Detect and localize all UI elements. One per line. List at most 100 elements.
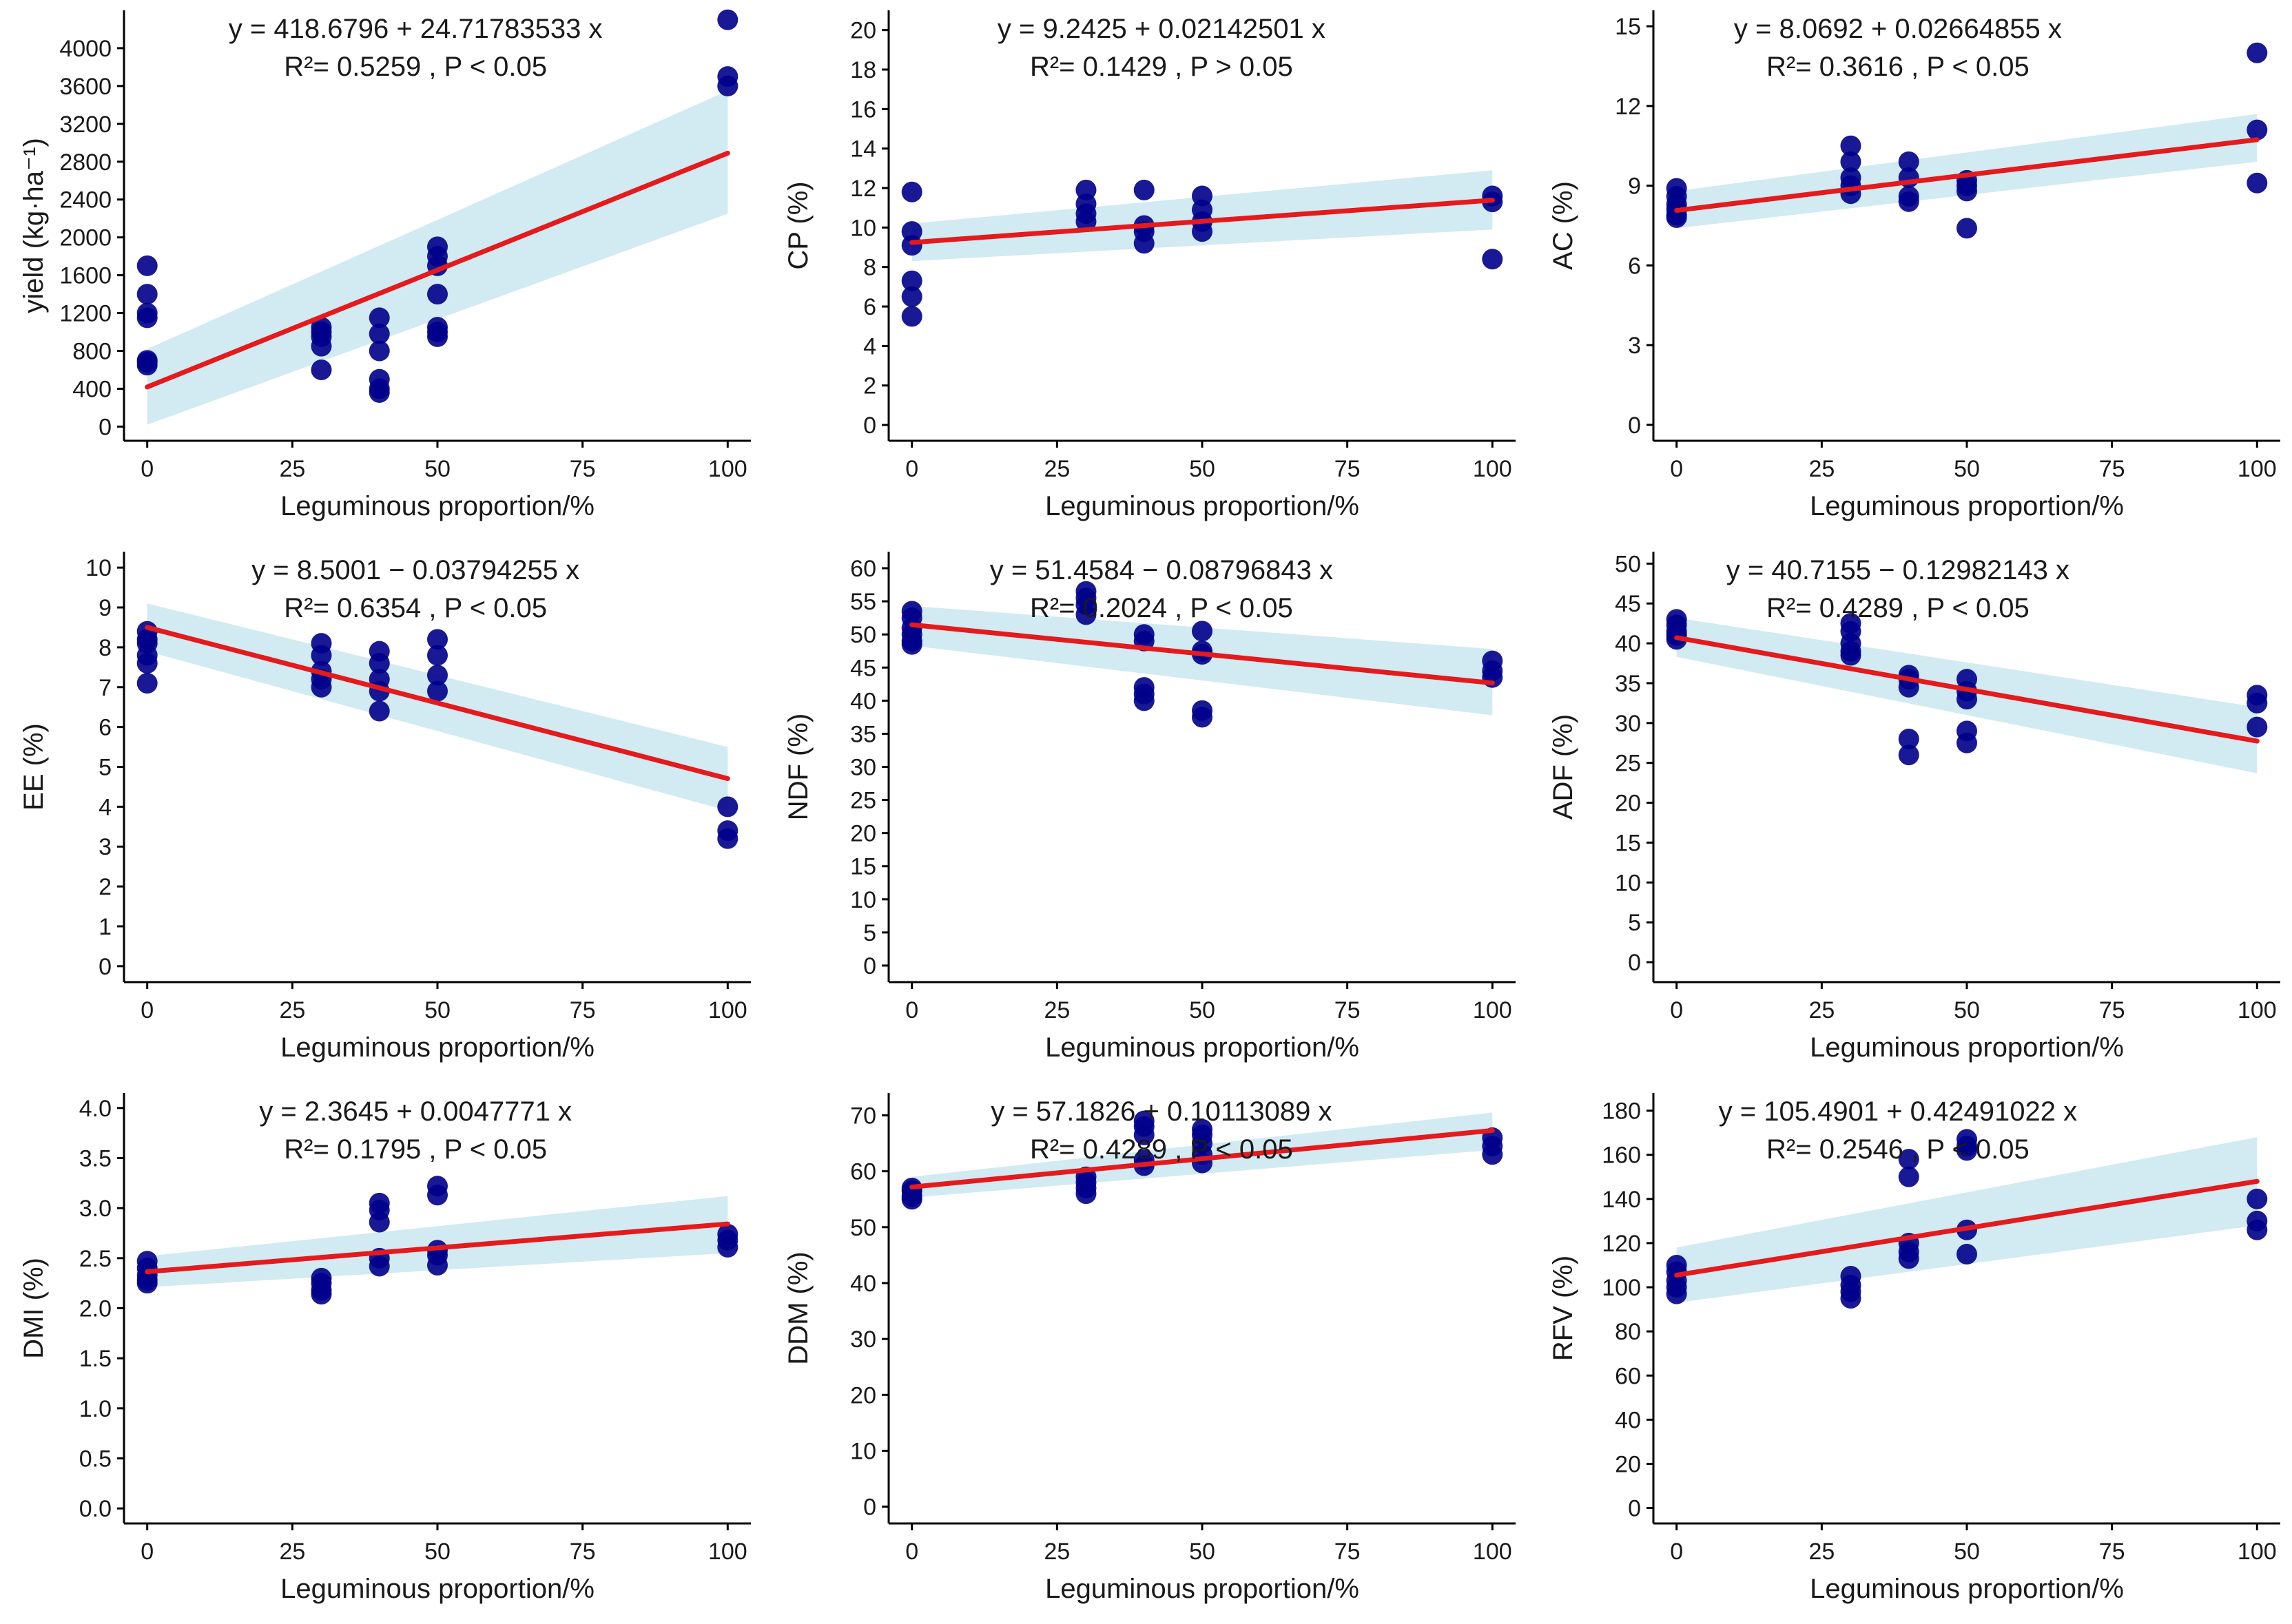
x-tick-label: 25 <box>279 456 305 482</box>
x-tick-label: 50 <box>424 1539 451 1565</box>
y-tick-label: 60 <box>850 556 876 582</box>
y-tick-label: 70 <box>850 1103 876 1129</box>
y-tick-label: 35 <box>850 721 876 747</box>
data-point <box>2247 172 2268 194</box>
regression-line <box>1674 137 2260 214</box>
x-tick-label: 25 <box>1044 997 1070 1023</box>
x-tick-label: 50 <box>1954 1539 1980 1565</box>
chart-panel-ndf: 0 5 10 15 20 25 30 35 40 45 50 55 60 0 25 50 75 100 Legumi… <box>765 541 1522 1069</box>
regression-line <box>1674 635 2260 744</box>
y-tick-label: 20 <box>1615 791 1641 817</box>
y-tick-label: 8 <box>99 635 112 661</box>
data-point <box>1482 249 1503 270</box>
data-point <box>1133 1124 1155 1145</box>
data-point <box>427 680 448 702</box>
y-axis-title: NDF (%) <box>783 714 814 821</box>
y-tick-label: 6 <box>863 294 876 320</box>
data-point <box>2247 692 2268 714</box>
regression-stats: R²= 0.1429 , P > 0.05 <box>1030 52 1293 82</box>
data-point <box>311 359 332 380</box>
chart-ddm: 0 10 20 30 40 50 60 70 0 25 50 75 100 Leguminous prop… <box>783 1093 1516 1604</box>
data-point <box>1898 1248 1919 1269</box>
x-axis-title: Leguminous proportion/% <box>280 1032 595 1063</box>
data-point <box>1898 191 1919 212</box>
y-tick-label: 0.5 <box>79 1446 112 1472</box>
chart-panel-adf: 0 5 10 15 20 25 30 35 40 45 50 0 25 50 75 100 Leguminous… <box>1529 541 2287 1069</box>
regression-stats: R²= 0.2024 , P < 0.05 <box>1030 593 1293 623</box>
data-point <box>901 634 922 655</box>
x-tick-label: 100 <box>1473 1539 1512 1565</box>
data-point <box>427 326 448 347</box>
y-tick-label: 0 <box>863 953 876 979</box>
regression-stats: R²= 0.1795 , P < 0.05 <box>284 1134 547 1165</box>
data-point <box>311 676 332 698</box>
y-tick-label: 180 <box>1602 1099 1641 1125</box>
data-point <box>369 653 390 674</box>
data-point <box>1957 1243 1977 1264</box>
y-axis-title: RFV (%) <box>1548 1256 1578 1361</box>
regression-equation: y = 9.2425 + 0.02142501 x <box>998 14 1325 44</box>
confidence-band <box>147 603 728 811</box>
data-point <box>1898 151 1919 172</box>
y-tick-label: 1.0 <box>79 1396 112 1422</box>
data-point <box>1075 604 1097 625</box>
x-axis-title: Leguminous proportion/% <box>1810 1032 2124 1063</box>
regression-stats: R²= 0.5259 , P < 0.05 <box>284 52 547 82</box>
x-axis-title: Leguminous proportion/% <box>1045 1574 1359 1604</box>
y-tick-label: 3 <box>99 834 112 860</box>
x-tick-label: 0 <box>1670 1539 1683 1565</box>
x-tick-label: 75 <box>2099 1539 2125 1565</box>
y-tick-label: 30 <box>850 1326 876 1353</box>
data-point <box>427 629 448 650</box>
y-tick-label: 20 <box>850 18 876 44</box>
y-tick-label: 20 <box>1615 1451 1641 1477</box>
x-tick-label: 0 <box>141 1539 154 1565</box>
x-tick-label: 50 <box>424 456 451 482</box>
y-tick-label: 35 <box>1615 671 1641 697</box>
data-point <box>1957 1140 1977 1161</box>
y-tick-label: 800 <box>72 339 112 365</box>
y-tick-label: 0 <box>99 414 112 440</box>
y-tick-label: 60 <box>1615 1363 1641 1389</box>
regression-stats: R²= 0.4289 , P < 0.05 <box>1766 593 2030 623</box>
data-point <box>136 633 158 654</box>
chart-rfv: 0 20 40 60 80 100 120 140 160 180 0 25 50 75 100 Legumi… <box>1548 1093 2280 1604</box>
y-tick-label: 120 <box>1602 1231 1641 1257</box>
data-point <box>427 665 448 686</box>
y-tick-label: 400 <box>72 376 112 402</box>
x-tick-label: 75 <box>570 456 596 482</box>
y-tick-label: 50 <box>1615 551 1641 577</box>
x-axis-title: Leguminous proportion/% <box>280 1574 595 1604</box>
y-tick-label: 16 <box>850 96 876 123</box>
x-tick-label: 75 <box>1334 997 1361 1023</box>
regression-line <box>909 198 1495 245</box>
data-point <box>136 653 158 674</box>
chart-dmi: 0.0 0.5 1.0 1.5 2.0 2.5 3.0 3.5 4.0 0 25 50 75 100 Leg… <box>19 1093 751 1604</box>
data-point <box>427 284 448 305</box>
y-tick-label: 10 <box>1615 870 1641 896</box>
data-point <box>717 828 739 849</box>
y-tick-label: 2000 <box>59 225 112 251</box>
y-axis-title: DMI (%) <box>19 1258 49 1359</box>
data-point <box>1898 1149 1919 1170</box>
data-point <box>1898 1166 1919 1187</box>
x-tick-label: 100 <box>708 997 747 1023</box>
regression-equation: y = 105.4901 + 0.42491022 x <box>1719 1096 2077 1127</box>
data-point <box>427 1185 448 1206</box>
y-tick-label: 10 <box>85 555 112 581</box>
y-tick-label: 2 <box>863 373 876 399</box>
x-axis-title: Leguminous proportion/% <box>280 491 595 521</box>
regression-stats: R²= 0.4289 , P < 0.05 <box>1030 1134 1293 1165</box>
chart-yield: 0 400 800 1200 1600 2000 2400 2800 3200 3600 4000 0… <box>19 9 751 521</box>
data-point <box>1840 1288 1861 1309</box>
x-tick-label: 100 <box>1473 997 1512 1023</box>
y-tick-label: 5 <box>99 755 112 781</box>
data-point <box>1898 728 1919 749</box>
regression-line <box>1674 1178 2260 1278</box>
y-tick-label: 10 <box>850 887 876 913</box>
data-point <box>369 382 390 403</box>
regression-equation: y = 40.7155 − 0.12982143 x <box>1726 555 2069 585</box>
data-point <box>369 1256 390 1277</box>
